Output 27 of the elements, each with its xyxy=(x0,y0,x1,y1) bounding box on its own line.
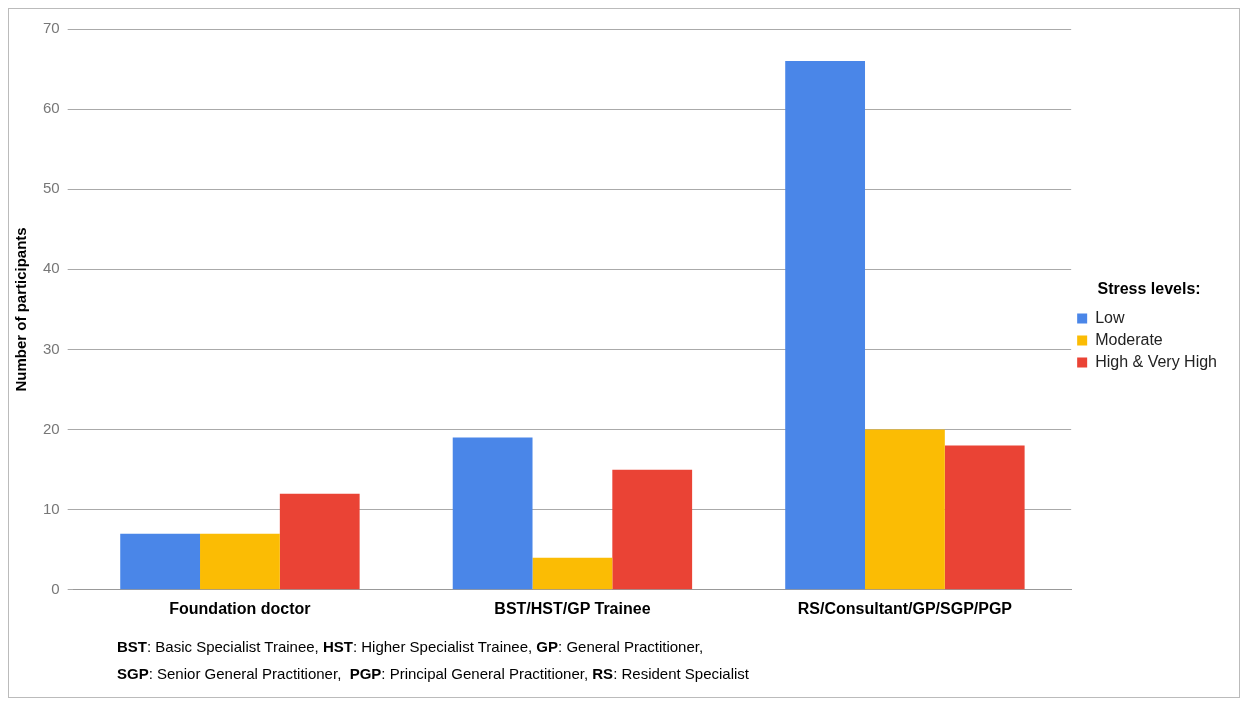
y-tick-label: 50 xyxy=(43,179,60,197)
text: SGP: Senior General Practitioner, PGP: Principal General Practitioner, RS: Resident Specialist xyxy=(117,665,750,682)
x-tick-label: Foundation doctor xyxy=(169,599,311,617)
bar xyxy=(532,557,613,590)
legend-title: Stress levels: xyxy=(1097,279,1201,297)
y-tick-label: 30 xyxy=(43,339,60,357)
bar xyxy=(785,61,866,590)
bar xyxy=(452,437,533,590)
y-tick-label: 20 xyxy=(43,419,60,437)
y-tick-label: 60 xyxy=(43,99,60,117)
y-tick-label: 10 xyxy=(43,499,60,517)
legend-label: Low xyxy=(1095,309,1125,327)
y-tick-label: 40 xyxy=(43,259,60,277)
legend-label: Moderate xyxy=(1095,331,1163,349)
y-tick-label: 70 xyxy=(43,19,60,37)
bar xyxy=(612,469,693,590)
y-tick-label: 0 xyxy=(51,579,60,597)
legend-label: High & Very High xyxy=(1095,353,1218,371)
y-axis-title: Number of participants xyxy=(12,227,30,392)
bar xyxy=(200,533,280,590)
bar xyxy=(865,429,945,590)
x-tick-label: RS/Consultant/GP/SGP/PGP xyxy=(797,599,1013,617)
text: BST: Basic Specialist Trainee, HST: Higher Specialist Trainee, GP: General Practitioner, xyxy=(117,638,704,655)
x-tick-label: BST/HST/GP Trainee xyxy=(494,599,651,617)
bar xyxy=(120,533,201,590)
bar xyxy=(944,445,1025,590)
bar xyxy=(279,493,360,590)
